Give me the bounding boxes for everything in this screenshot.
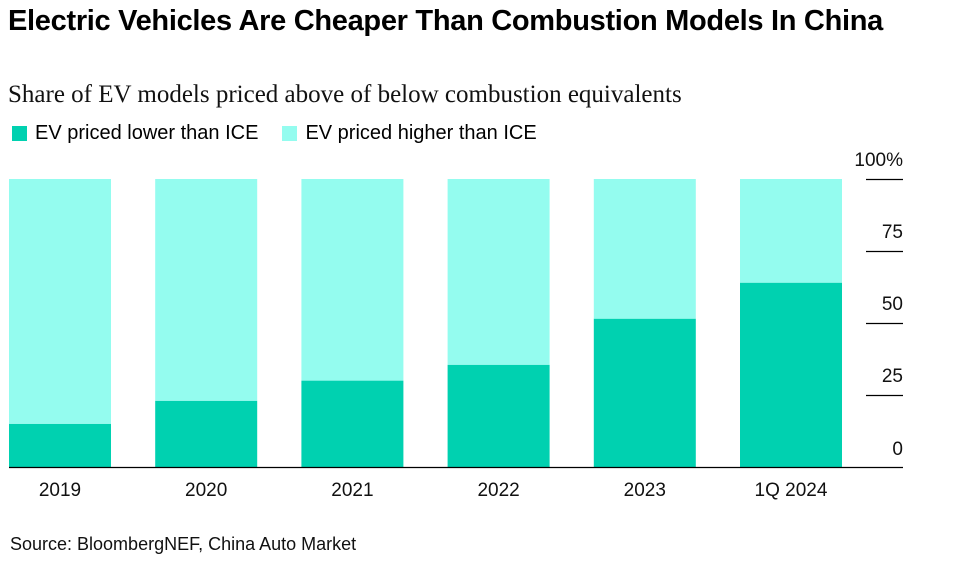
bar-lower-2019 [9,423,111,467]
x-tick-label: 2022 [477,480,519,501]
bar-higher-2019 [9,179,111,424]
bar-lower-2020 [155,400,258,467]
bar-lower-1q-2024 [740,282,842,467]
y-tick-label: 25 [882,366,903,387]
legend-item-higher: EV priced higher than ICE [282,121,537,145]
bar-lower-2023 [593,318,696,467]
chart-subtitle: Share of EV models priced above of below… [8,81,682,108]
legend-swatch-lower [12,125,27,141]
y-tick-label: 0 [892,439,903,460]
legend-label-higher: EV priced higher than ICE [305,122,537,144]
x-tick-label: 2020 [185,480,227,501]
x-tick-label: 2019 [39,480,81,501]
bar-higher-2020 [155,179,258,401]
chart-title: Electric Vehicles Are Cheaper Than Combu… [8,5,883,37]
bar-higher-1q-2024 [740,179,842,283]
x-tick-label: 2023 [624,480,666,501]
x-tick-label: 2021 [331,480,373,501]
bar-higher-2022 [447,179,550,365]
bar-higher-2021 [301,179,404,381]
y-tick-label: 50 [882,294,903,315]
source-note: Source: BloombergNEF, China Auto Market [10,534,357,554]
legend-label-lower: EV priced lower than ICE [35,122,259,144]
bar-lower-2022 [447,364,550,467]
legend-swatch-higher [282,125,298,141]
stacked-bar-chart: 2019 2020 2021 2022 2023 1Q 2024 0 25 50 75 100% [9,150,903,501]
legend-item-lower: EV priced lower than ICE [12,121,258,145]
bar-higher-2023 [593,179,696,319]
legend: EV priced lower than ICE EV priced highe… [12,121,561,145]
bar-lower-2021 [301,380,404,467]
y-tick-label: 100% [854,150,903,171]
y-tick-label: 75 [882,222,903,243]
x-tick-label: 1Q 2024 [755,480,828,501]
